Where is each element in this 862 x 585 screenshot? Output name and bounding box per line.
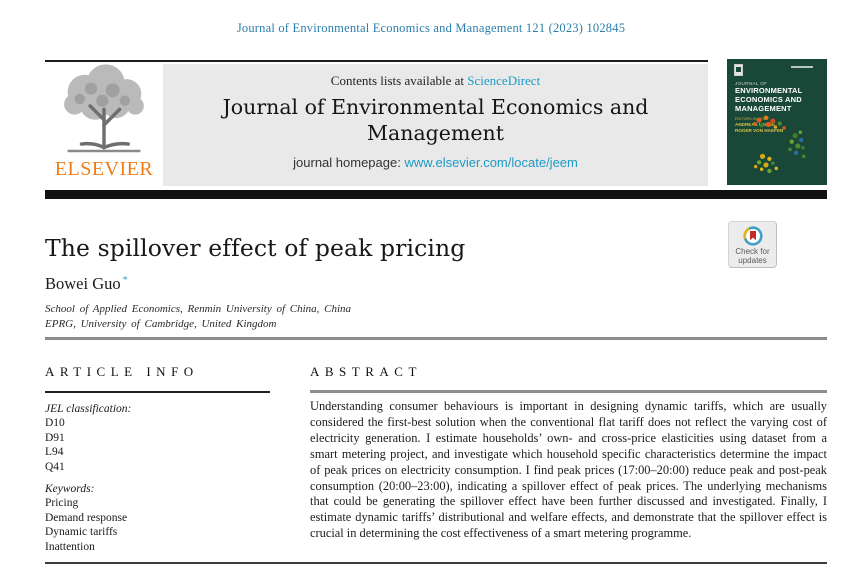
cover-recycle-dots-icon [753, 115, 806, 174]
keyword: Pricing [45, 497, 79, 510]
cover-title-line2: ECONOMICS AND [735, 94, 802, 104]
corresponding-author-mark[interactable]: * [122, 274, 128, 286]
cover-issn-mark [791, 66, 813, 68]
article-info-rule [45, 391, 270, 393]
cover-editor-2: ROGER VON HAEFEN [735, 127, 784, 133]
check-for-updates-button[interactable]: Check for updates [728, 221, 777, 268]
keyword: Dynamic tariffs [45, 526, 118, 539]
cover-title-line1: ENVIRONMENTAL [735, 86, 803, 95]
homepage-prefix: journal homepage: [293, 155, 405, 171]
author-affiliations: School of Applied Economics, Renmin Univ… [45, 302, 351, 332]
abstract-heading: ABSTRACT [310, 364, 422, 379]
jel-classification-label: JEL classification: [45, 403, 132, 415]
header-top-rule [45, 60, 708, 62]
journal-banner: Contents lists available at ScienceDirec… [163, 64, 708, 186]
journal-title-line1: Journal of Environmental Economics and [222, 95, 649, 119]
keyword: Inattention [45, 540, 95, 553]
homepage-url-link[interactable]: www.elsevier.com/locate/jeem [404, 155, 578, 171]
sciencedirect-link[interactable]: ScienceDirect [467, 73, 541, 88]
abstract-rule [310, 390, 827, 393]
elsevier-wordmark: ELSEVIER [54, 158, 154, 180]
journal-citation: Journal of Environmental Economics and M… [236, 21, 626, 35]
cover-publisher-badge-icon [734, 64, 743, 76]
jel-code: Q41 [45, 460, 65, 473]
homepage-line: journal homepage: www.elsevier.com/locat… [163, 155, 708, 170]
keywords-label: Keywords: [45, 483, 95, 496]
abstract-text: Understanding consumer behaviours is imp… [310, 399, 827, 541]
elsevier-tree-icon [64, 64, 144, 153]
contents-line: Contents lists available at ScienceDirec… [163, 73, 708, 89]
jel-code: L94 [45, 446, 64, 459]
jel-code: D10 [45, 417, 65, 430]
cover-title-line3: MANAGEMENT [735, 103, 792, 113]
cover-title: ENVIRONMENTAL ECONOMICS AND MANAGEMENT [735, 86, 803, 114]
journal-cover-thumbnail[interactable]: JOURNAL OF ENVIRONMENTAL ECONOMICS AND M… [727, 59, 827, 185]
jel-code: D91 [45, 431, 65, 444]
article-info-column: JEL classification: D10 D91 L94 Q41 Keyw… [45, 402, 275, 554]
affiliation-2: EPRG, University of Cambridge, United Ki… [45, 317, 277, 330]
page-bottom-rule [45, 562, 827, 564]
author-name: Bowei Guo [45, 274, 121, 293]
check-for-updates-icon [742, 226, 763, 246]
article-info-heading: ARTICLE INFO [45, 364, 199, 379]
keyword: Demand response [45, 511, 128, 524]
cover-kicker: JOURNAL OF [735, 81, 768, 86]
header-bottom-bar [45, 190, 827, 199]
article-title: The spillover effect of peak pricing [45, 234, 466, 262]
affiliation-1: School of Applied Economics, Renmin Univ… [45, 303, 352, 315]
elsevier-logo: ELSEVIER [45, 64, 163, 186]
journal-title: Journal of Environmental Economics and M… [163, 95, 708, 146]
affiliation-divider-rule [45, 337, 827, 340]
info-spacer [45, 474, 275, 482]
article-author: Bowei Guo * [45, 274, 128, 294]
cover-editors-label: EDITORS-IN-CHIEF [735, 117, 770, 121]
journal-title-line2: Management [367, 120, 504, 145]
contents-prefix: Contents lists available at [330, 73, 468, 88]
check-for-updates-label: Check for updates [735, 247, 770, 266]
